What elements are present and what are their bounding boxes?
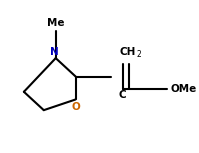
Text: 2: 2 — [136, 50, 141, 59]
Text: OMe: OMe — [170, 84, 196, 94]
Text: N: N — [50, 47, 59, 57]
Text: CH: CH — [119, 47, 136, 57]
Text: O: O — [71, 102, 80, 112]
Text: C: C — [119, 90, 126, 99]
Text: Me: Me — [47, 18, 64, 28]
